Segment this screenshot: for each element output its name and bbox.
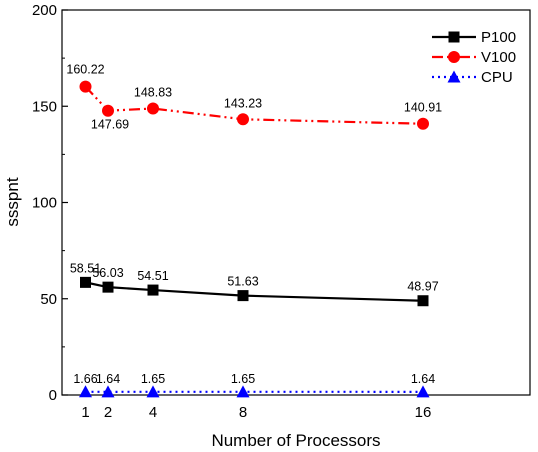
y-tick-label: 50: [40, 291, 57, 308]
x-tick-label: 8: [239, 404, 247, 421]
data-label: 48.97: [407, 280, 438, 294]
series-v100: 160.22 147.69 148.83 143.23 140.91: [66, 63, 442, 132]
legend-marker: [448, 31, 460, 43]
legend-item-v100: V100: [432, 49, 516, 66]
legend-label: P100: [481, 29, 516, 46]
data-point: [146, 385, 160, 398]
data-point: [102, 104, 114, 117]
y-axis: 0 50 100 150 200: [32, 2, 68, 404]
data-label: 1.64: [411, 372, 435, 386]
data-label: 147.69: [91, 118, 129, 132]
legend-item-p100: P100: [432, 29, 516, 46]
data-label: 148.83: [134, 86, 172, 100]
legend-label: V100: [481, 49, 516, 66]
y-axis-title: ssspnt: [3, 177, 22, 226]
data-label: 1.65: [231, 372, 255, 386]
data-label: 1.65: [141, 372, 165, 386]
legend: P100 V100 CPU: [432, 29, 516, 86]
plot-frame: [61, 9, 531, 396]
data-point: [417, 117, 429, 130]
data-point: [102, 281, 114, 293]
legend-marker: [447, 70, 461, 83]
data-label: 54.51: [137, 269, 168, 283]
series-cpu: 1.661.64 1.65 1.65 1.64: [73, 372, 435, 398]
data-point: [237, 113, 249, 126]
data-label: 143.23: [224, 96, 262, 110]
data-point: [101, 385, 115, 398]
y-tick-label: 0: [49, 387, 57, 404]
y-tick-label: 150: [32, 98, 57, 115]
series-line: [84, 85, 424, 125]
x-tick-label: 16: [415, 404, 432, 421]
legend-item-cpu: CPU: [432, 69, 513, 86]
legend-label: CPU: [481, 69, 513, 86]
x-tick-label: 4: [149, 404, 157, 421]
data-label: 51.63: [227, 275, 258, 289]
data-label: 1.64: [96, 372, 120, 386]
data-label: 160.22: [66, 63, 104, 77]
data-point: [417, 295, 429, 307]
data-point: [416, 385, 430, 398]
x-axis: 1 2 4 8 16: [81, 389, 431, 421]
data-label: 1.66: [73, 372, 97, 386]
data-label: 58.51: [70, 261, 101, 275]
y-tick-label: 100: [32, 195, 57, 212]
data-point: [236, 385, 250, 398]
x-tick-label: 1: [81, 404, 89, 421]
data-point: [237, 290, 249, 302]
y-tick-label: 200: [32, 2, 57, 19]
data-point: [80, 276, 91, 288]
x-tick-label: 2: [104, 404, 112, 421]
data-label: 140.91: [404, 101, 442, 115]
data-point: [79, 385, 92, 398]
x-axis-title: Number of Processors: [211, 431, 380, 450]
legend-marker: [448, 51, 460, 63]
data-point: [79, 80, 92, 93]
data-point: [147, 284, 159, 296]
data-point: [147, 102, 159, 115]
data-label: 56.03: [92, 266, 123, 280]
